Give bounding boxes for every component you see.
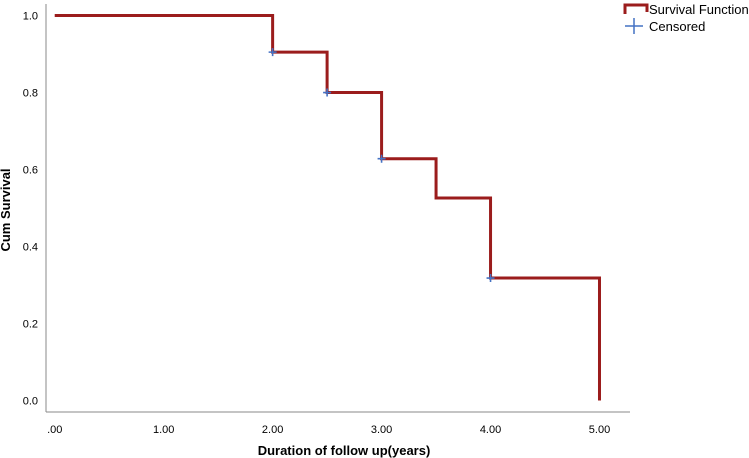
legend: Survival Function Censored	[623, 2, 749, 34]
censored-marker	[486, 274, 495, 283]
y-tick-label: 0.8	[23, 88, 38, 100]
x-axis-ticks: .00 1.00 2.00 3.00 4.00 5.00	[47, 424, 610, 436]
x-tick-label: 3.00	[371, 424, 392, 436]
legend-item-survival-function: Survival Function	[623, 2, 749, 17]
y-tick-label: 0.6	[23, 165, 38, 177]
legend-censored-marker	[625, 18, 643, 34]
y-tick-label: 0.2	[23, 318, 38, 330]
plot-series	[54, 14, 601, 401]
x-tick-label: 4.00	[480, 424, 501, 436]
legend-censored-label: Censored	[649, 19, 705, 34]
legend-item-censored: Censored	[625, 18, 705, 34]
censored-marker	[377, 154, 386, 163]
x-tick-label: 5.00	[589, 424, 610, 436]
legend-survival-function-label: Survival Function	[649, 2, 749, 17]
censored-marker	[268, 48, 277, 57]
y-axis-ticks: 0.0 0.2 0.4 0.6 0.8 1.0	[23, 11, 38, 408]
survival-function-line	[54, 14, 601, 401]
y-tick-label: 0.0	[23, 395, 38, 407]
x-tick-label: 1.00	[153, 424, 174, 436]
y-axis-title: Cum Survival	[0, 168, 13, 251]
x-tick-label: 2.00	[262, 424, 283, 436]
axes	[45, 4, 630, 413]
x-axis-title: Duration of follow up(years)	[258, 443, 431, 458]
legend-survival-function-swatch	[623, 3, 649, 14]
y-tick-label: 1.0	[23, 11, 38, 23]
x-tick-label: .00	[47, 424, 62, 436]
censored-marker	[323, 88, 332, 97]
y-tick-label: 0.4	[23, 241, 38, 253]
